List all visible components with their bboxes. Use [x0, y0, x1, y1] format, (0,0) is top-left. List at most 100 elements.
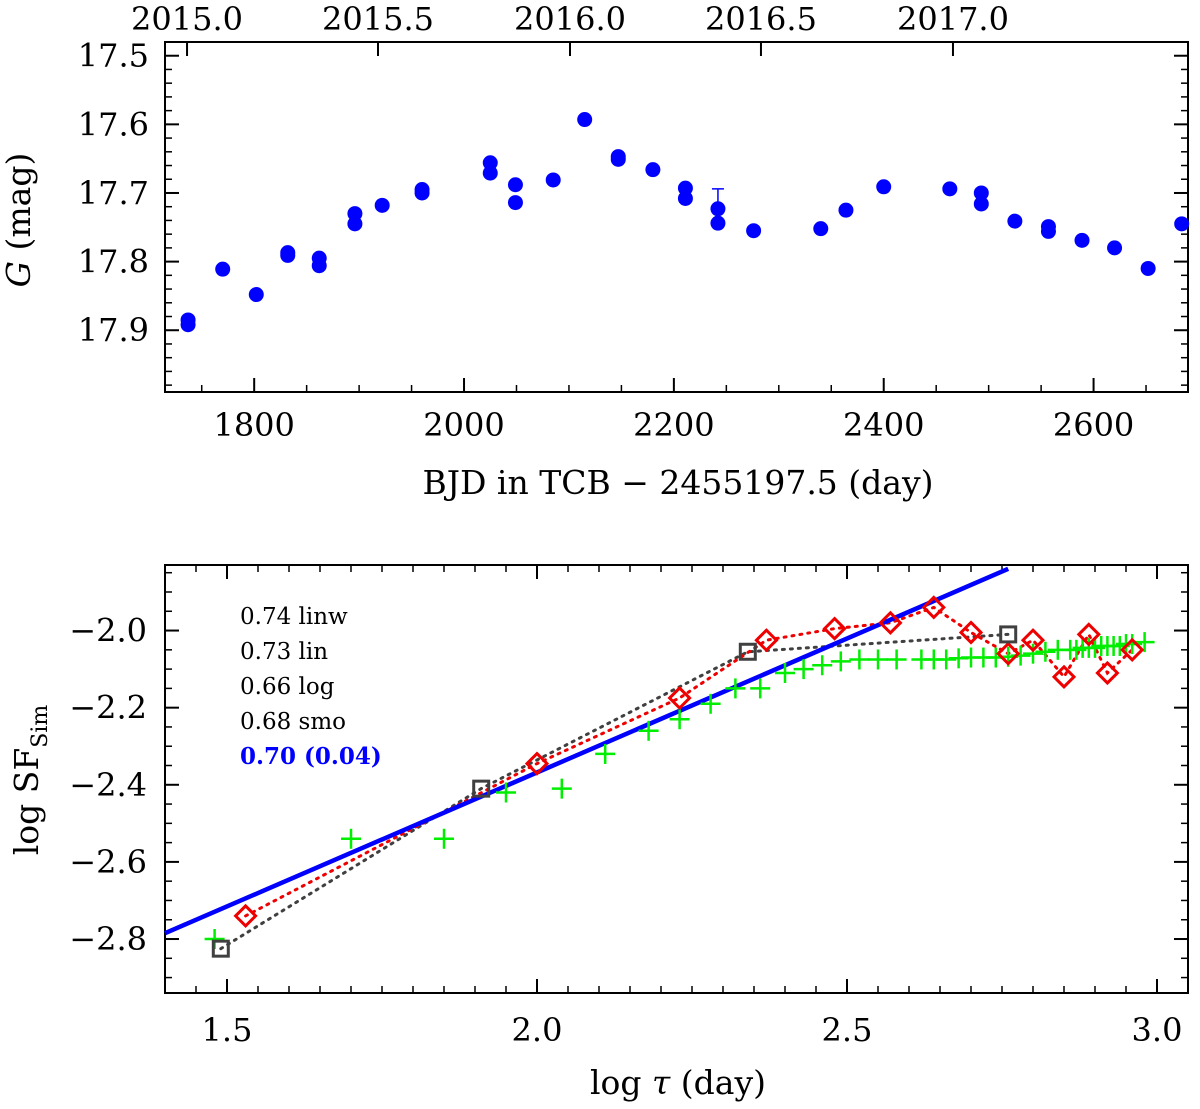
data-point	[215, 261, 231, 277]
plus-marker	[1122, 634, 1143, 655]
light-curve-x-axis-title: BJD in TCB − 2455197.5 (day)	[422, 463, 933, 502]
y-tick-label: −2.4	[69, 766, 147, 804]
square-marker	[211, 939, 230, 958]
data-point	[1174, 216, 1190, 232]
plus-marker	[868, 649, 888, 670]
square-connector	[219, 632, 1010, 951]
structure-function-ticks: 1.5 2.0 2.5 3.0 −2.8 −2.6 −2.4 −2.2 −2.0	[69, 565, 1188, 1049]
diamond-marker	[822, 616, 847, 641]
data-point	[414, 185, 430, 201]
y-tick-label: 17.8	[78, 243, 149, 281]
plus-marker	[341, 828, 361, 849]
diamond-marker	[1076, 622, 1101, 647]
data-point	[813, 221, 829, 237]
data-point	[838, 202, 854, 218]
data-point	[746, 223, 762, 239]
x-tick-label: 2.0	[512, 1011, 563, 1049]
diamond-marker	[921, 595, 946, 620]
structure-function-plot-frame	[164, 564, 1189, 994]
data-point	[507, 177, 523, 193]
top-tick-label: 2015.5	[322, 0, 434, 38]
y-tick-label: 17.7	[78, 174, 149, 212]
plus-marker	[750, 678, 771, 699]
plus-marker	[669, 709, 690, 730]
y-tick-label: −2.8	[69, 920, 147, 958]
plus-marker	[1035, 641, 1056, 662]
plus-marker	[551, 778, 572, 799]
diamond-marker	[524, 751, 550, 776]
data-point	[1074, 232, 1090, 248]
plus-marker	[434, 828, 454, 849]
day-unit: (day)	[670, 1063, 766, 1102]
top-tick-label: 2016.5	[705, 0, 817, 38]
data-point	[374, 197, 390, 213]
structure-function-points	[204, 595, 1155, 958]
mag-unit: (mag)	[0, 153, 38, 251]
g-symbol: G	[0, 261, 38, 287]
diamond-connector	[244, 605, 1134, 918]
data-point	[942, 181, 958, 197]
data-point	[180, 317, 196, 333]
slope-annotation: 0.66 log	[240, 674, 335, 700]
square-marker	[999, 625, 1018, 644]
plus-marker	[595, 743, 616, 764]
data-point	[677, 190, 693, 206]
plus-marker	[496, 782, 516, 803]
data-point	[876, 179, 892, 195]
x-tick-label: 1800	[213, 406, 294, 444]
diamond-marker	[1051, 664, 1077, 689]
diamond-marker	[233, 903, 258, 929]
plus-marker	[700, 693, 721, 714]
diamond-marker	[754, 628, 779, 653]
slope-annotation: 0.70 (0.04)	[240, 743, 382, 770]
x-tick-label: 3.0	[1132, 1011, 1183, 1049]
x-tick-label: 1.5	[202, 1011, 253, 1049]
plus-marker	[812, 655, 833, 676]
plus-marker	[1010, 645, 1031, 666]
diamond-marker	[1120, 637, 1145, 662]
x-tick-label: 2400	[843, 406, 924, 444]
structure-function-panel: 1.5 2.0 2.5 3.0 −2.8 −2.6 −2.4 −2.2 −2.0 0.74 li…	[7, 564, 1189, 1102]
log-sf-label: log SF	[7, 748, 46, 856]
x-tick-label: 2000	[423, 406, 504, 444]
light-curve-ticks: 1800 2000 2200 2400 2600 2015.0 2015.5 2016.0 20…	[78, 0, 1188, 444]
data-point	[280, 247, 296, 263]
structure-function-lines	[164, 566, 1134, 951]
data-point	[1040, 223, 1056, 239]
slope-annotation: 0.73 lin	[240, 639, 328, 665]
data-point	[677, 180, 693, 196]
slope-annotation: 0.74 linw	[240, 604, 348, 630]
structure-function-y-axis-title: log SFSim	[7, 705, 53, 856]
y-tick-label: 17.6	[78, 105, 149, 143]
data-point	[645, 162, 661, 178]
data-point	[545, 172, 561, 188]
data-point	[507, 195, 523, 211]
data-point	[973, 196, 989, 212]
data-point	[347, 216, 363, 232]
y-tick-label: 17.5	[78, 37, 149, 75]
data-point	[248, 287, 264, 303]
diamond-marker	[1095, 660, 1120, 686]
diamond-marker	[1020, 628, 1046, 653]
sim-subscript: Sim	[28, 705, 53, 748]
log-prefix: log	[590, 1063, 652, 1102]
structure-function-x-axis-title: log τ (day)	[590, 1063, 766, 1102]
y-tick-label: 17.9	[78, 311, 149, 349]
plus-marker	[886, 649, 907, 670]
data-point	[710, 215, 726, 231]
y-tick-label: −2.6	[69, 843, 147, 881]
plus-marker	[725, 678, 746, 699]
plus-marker	[1134, 632, 1155, 653]
slope-annotation: 0.68 smo	[240, 709, 346, 735]
data-point	[347, 206, 363, 222]
data-point	[577, 112, 593, 128]
data-point	[1140, 260, 1156, 276]
data-point	[610, 151, 626, 167]
data-point	[973, 185, 989, 201]
fit-line	[164, 566, 1010, 936]
plus-marker	[638, 720, 659, 741]
plus-marker	[793, 659, 814, 680]
plus-marker	[775, 662, 795, 683]
x-tick-label: 2.5	[822, 1011, 873, 1049]
